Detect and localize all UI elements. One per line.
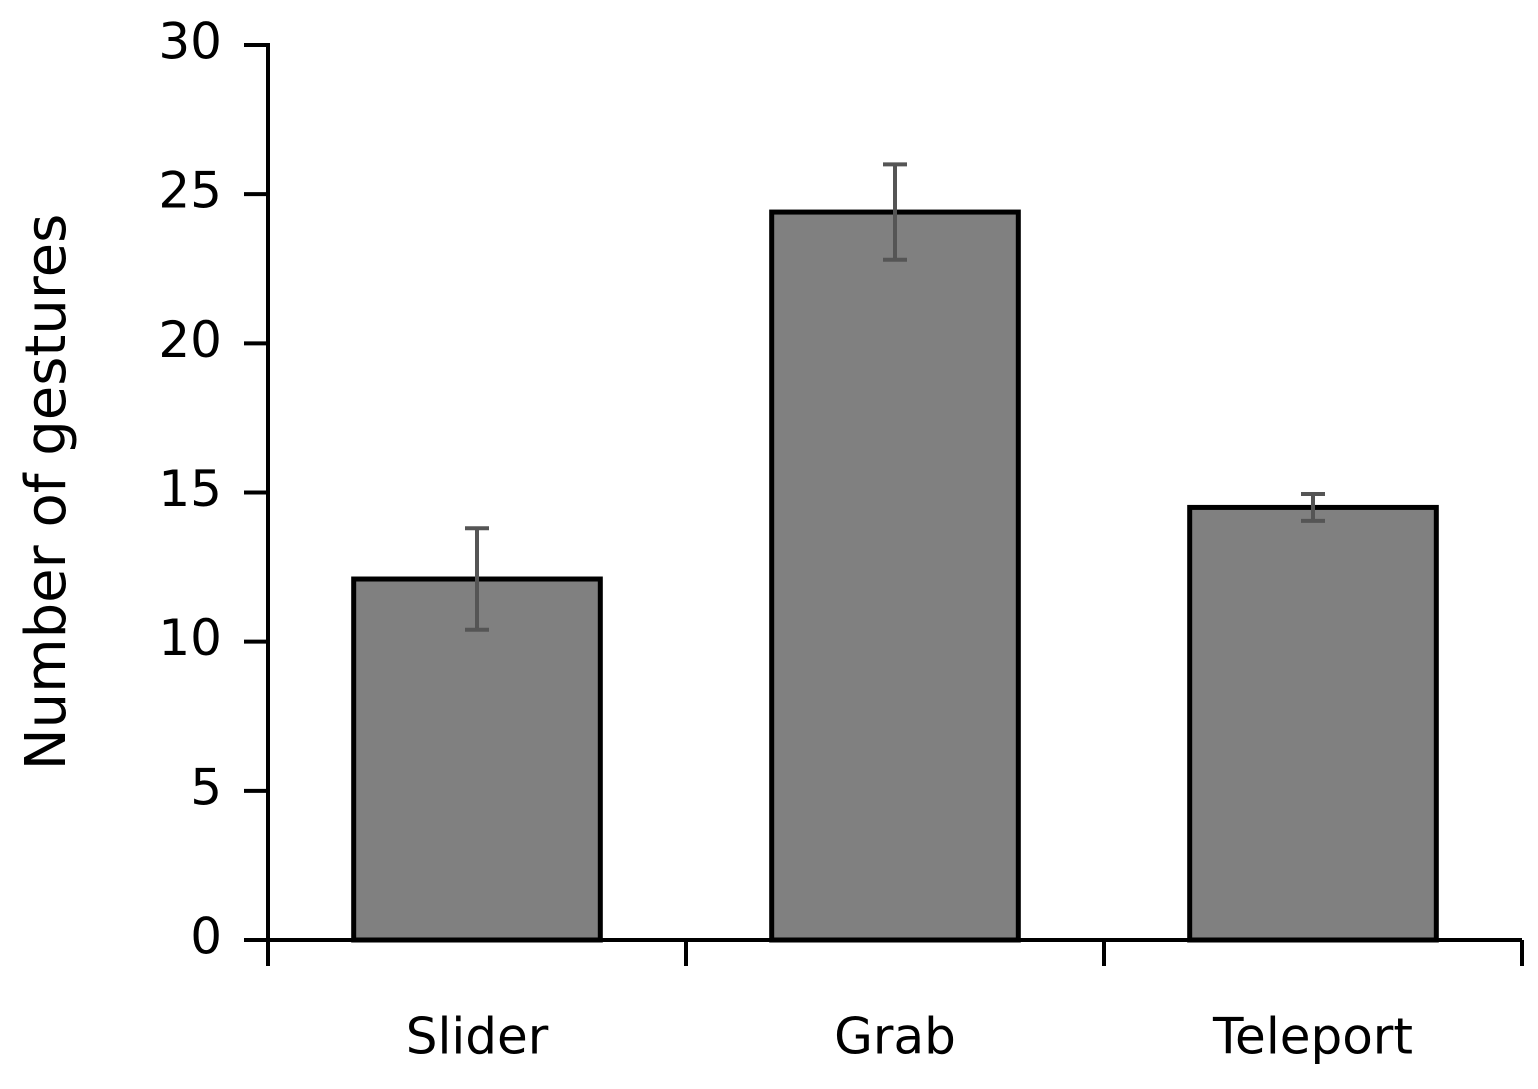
y-axis-title: Number of gestures [14, 214, 79, 771]
y-tick-label: 25 [158, 162, 222, 220]
y-tick-label: 15 [158, 460, 222, 518]
x-tick-label: Grab [834, 1008, 956, 1066]
bar [351, 576, 603, 943]
bar [769, 209, 1021, 943]
x-tick-label: Slider [406, 1008, 549, 1066]
y-tick-label: 0 [190, 908, 222, 966]
error-bar [1301, 491, 1325, 523]
y-tick-label: 20 [158, 311, 222, 369]
y-tick-label: 5 [190, 758, 222, 816]
error-bar [883, 162, 907, 262]
error-bar [465, 526, 489, 632]
x-tick-label: Teleport [1212, 1008, 1413, 1066]
y-tick-label: 30 [158, 13, 222, 71]
bar [1187, 504, 1439, 943]
y-tick-label: 10 [158, 609, 222, 667]
